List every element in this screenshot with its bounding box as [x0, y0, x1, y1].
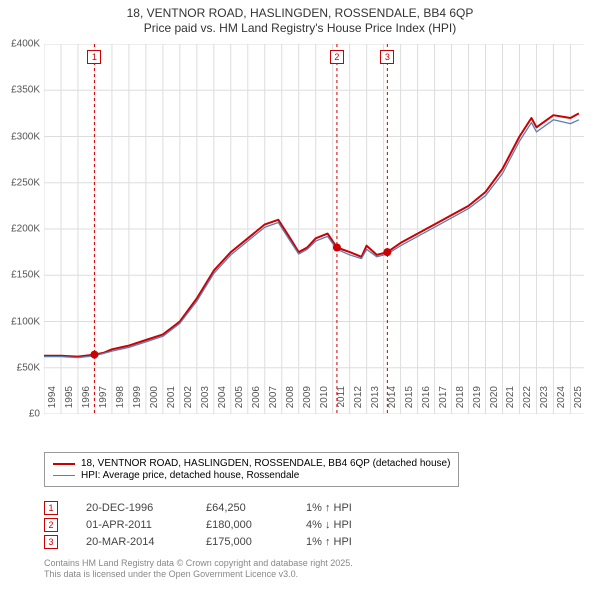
- x-axis-label: 2012: [353, 386, 364, 416]
- legend-item-price-paid: 18, VENTNOR ROAD, HASLINGDEN, ROSSENDALE…: [53, 458, 450, 469]
- chart-svg: [44, 44, 584, 414]
- x-axis-label: 1996: [81, 386, 92, 416]
- x-axis-label: 2021: [505, 386, 516, 416]
- y-axis-label: £400K: [11, 39, 40, 50]
- y-axis-label: £250K: [11, 177, 40, 188]
- chart-area: £0£50K£100K£150K£200K£250K£300K£350K£400…: [44, 44, 584, 414]
- x-axis-label: 2020: [489, 386, 500, 416]
- tx-marker-1: 1: [44, 501, 58, 515]
- tx-date: 20-DEC-1996: [86, 502, 206, 514]
- x-axis-label: 2013: [370, 386, 381, 416]
- x-axis-label: 2009: [302, 386, 313, 416]
- y-axis-label: £0: [29, 409, 40, 420]
- footer-line1: Contains HM Land Registry data © Crown c…: [44, 558, 353, 569]
- tx-marker-3: 3: [44, 535, 58, 549]
- x-axis-label: 1994: [47, 386, 58, 416]
- x-axis-label: 2025: [573, 386, 584, 416]
- x-axis-label: 2016: [421, 386, 432, 416]
- x-axis-label: 2022: [522, 386, 533, 416]
- legend-label-price-paid: 18, VENTNOR ROAD, HASLINGDEN, ROSSENDALE…: [81, 458, 450, 469]
- tx-price: £64,250: [206, 502, 306, 514]
- x-axis-label: 2004: [217, 386, 228, 416]
- legend-label-hpi: HPI: Average price, detached house, Ross…: [81, 470, 299, 481]
- transactions-table: 1 20-DEC-1996 £64,250 1% ↑ HPI 2 01-APR-…: [44, 498, 416, 552]
- x-axis-label: 1998: [115, 386, 126, 416]
- x-axis-label: 2002: [183, 386, 194, 416]
- title-line2: Price paid vs. HM Land Registry's House …: [10, 21, 590, 35]
- x-axis-label: 2015: [404, 386, 415, 416]
- y-axis-label: £100K: [11, 316, 40, 327]
- title-block: 18, VENTNOR ROAD, HASLINGDEN, ROSSENDALE…: [0, 0, 600, 37]
- y-axis-label: £300K: [11, 131, 40, 142]
- x-axis-label: 2003: [200, 386, 211, 416]
- x-axis-label: 2011: [336, 386, 347, 416]
- y-axis-label: £200K: [11, 224, 40, 235]
- table-row: 1 20-DEC-1996 £64,250 1% ↑ HPI: [44, 501, 416, 515]
- x-axis-label: 2005: [234, 386, 245, 416]
- tx-price: £175,000: [206, 536, 306, 548]
- legend-swatch-price-paid: [53, 463, 75, 465]
- x-axis-label: 2006: [251, 386, 262, 416]
- y-axis-label: £50K: [17, 362, 40, 373]
- x-axis-label: 2000: [149, 386, 160, 416]
- tx-change: 1% ↑ HPI: [306, 536, 416, 548]
- x-axis-label: 2010: [319, 386, 330, 416]
- tx-marker-2: 2: [44, 518, 58, 532]
- x-axis-label: 1997: [98, 386, 109, 416]
- tx-change: 4% ↓ HPI: [306, 519, 416, 531]
- table-row: 2 01-APR-2011 £180,000 4% ↓ HPI: [44, 518, 416, 532]
- chart-marker-1: 1: [87, 50, 101, 64]
- x-axis-label: 2024: [556, 386, 567, 416]
- legend-item-hpi: HPI: Average price, detached house, Ross…: [53, 470, 450, 481]
- tx-change: 1% ↑ HPI: [306, 502, 416, 514]
- table-row: 3 20-MAR-2014 £175,000 1% ↑ HPI: [44, 535, 416, 549]
- legend-swatch-hpi: [53, 475, 75, 476]
- x-axis-label: 2023: [539, 386, 550, 416]
- tx-date: 01-APR-2011: [86, 519, 206, 531]
- x-axis-label: 2017: [438, 386, 449, 416]
- x-axis-label: 2007: [268, 386, 279, 416]
- x-axis-label: 2001: [166, 386, 177, 416]
- x-axis-label: 2019: [472, 386, 483, 416]
- title-line1: 18, VENTNOR ROAD, HASLINGDEN, ROSSENDALE…: [10, 6, 590, 20]
- footer: Contains HM Land Registry data © Crown c…: [44, 558, 353, 581]
- x-axis-label: 2008: [285, 386, 296, 416]
- y-axis-label: £350K: [11, 85, 40, 96]
- x-axis-label: 2018: [455, 386, 466, 416]
- chart-marker-2: 2: [330, 50, 344, 64]
- tx-date: 20-MAR-2014: [86, 536, 206, 548]
- chart-container: 18, VENTNOR ROAD, HASLINGDEN, ROSSENDALE…: [0, 0, 600, 590]
- tx-price: £180,000: [206, 519, 306, 531]
- x-axis-label: 2014: [387, 386, 398, 416]
- y-axis-label: £150K: [11, 270, 40, 281]
- x-axis-label: 1999: [132, 386, 143, 416]
- footer-line2: This data is licensed under the Open Gov…: [44, 569, 353, 580]
- legend: 18, VENTNOR ROAD, HASLINGDEN, ROSSENDALE…: [44, 452, 459, 487]
- x-axis-label: 1995: [64, 386, 75, 416]
- chart-marker-3: 3: [380, 50, 394, 64]
